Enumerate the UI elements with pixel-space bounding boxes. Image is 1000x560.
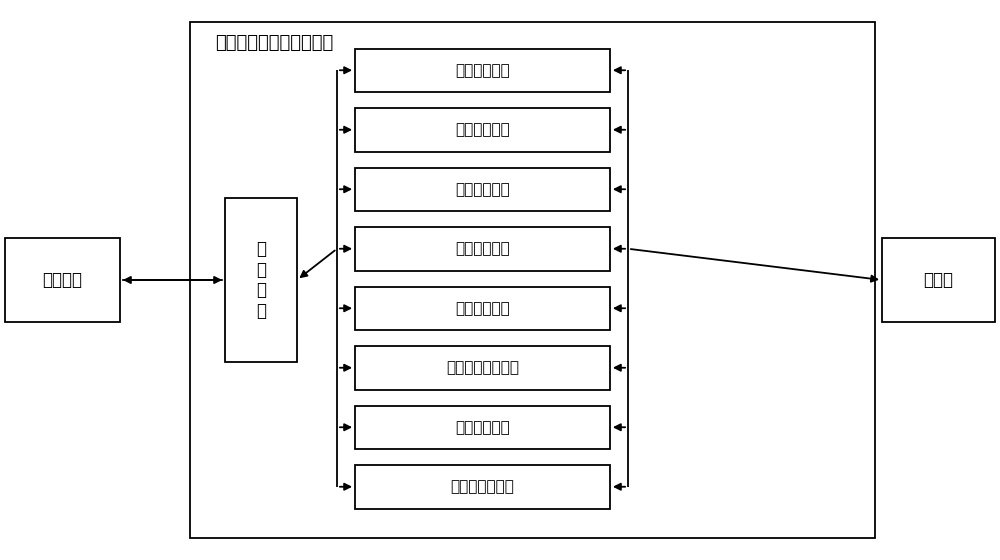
Text: 后台管理模块: 后台管理模块: [455, 241, 510, 256]
Text: 客户管理模块: 客户管理模块: [455, 182, 510, 197]
Bar: [882, 238, 995, 322]
Bar: [225, 198, 297, 362]
Bar: [355, 465, 610, 508]
Bar: [355, 287, 610, 330]
Bar: [355, 227, 610, 270]
Bar: [355, 49, 610, 92]
Text: 置业顾问管理模块: 置业顾问管理模块: [446, 360, 519, 375]
Bar: [355, 405, 610, 449]
Text: 数据库: 数据库: [924, 271, 954, 289]
Text: 数据收集及分析管理系统: 数据收集及分析管理系统: [215, 34, 333, 52]
Text: 用户登录: 用户登录: [42, 271, 82, 289]
Text: 小程序管理模块: 小程序管理模块: [451, 479, 514, 494]
Text: 营销管理模块: 营销管理模块: [455, 63, 510, 78]
Bar: [355, 108, 610, 152]
Text: 身
份
验
证: 身 份 验 证: [256, 240, 266, 320]
Bar: [5, 238, 120, 322]
Bar: [190, 22, 875, 538]
Text: 系统设置模块: 系统设置模块: [455, 301, 510, 316]
Text: 项目管理模块: 项目管理模块: [455, 122, 510, 137]
Bar: [355, 346, 610, 390]
Bar: [355, 167, 610, 211]
Text: 数据分析模块: 数据分析模块: [455, 420, 510, 435]
